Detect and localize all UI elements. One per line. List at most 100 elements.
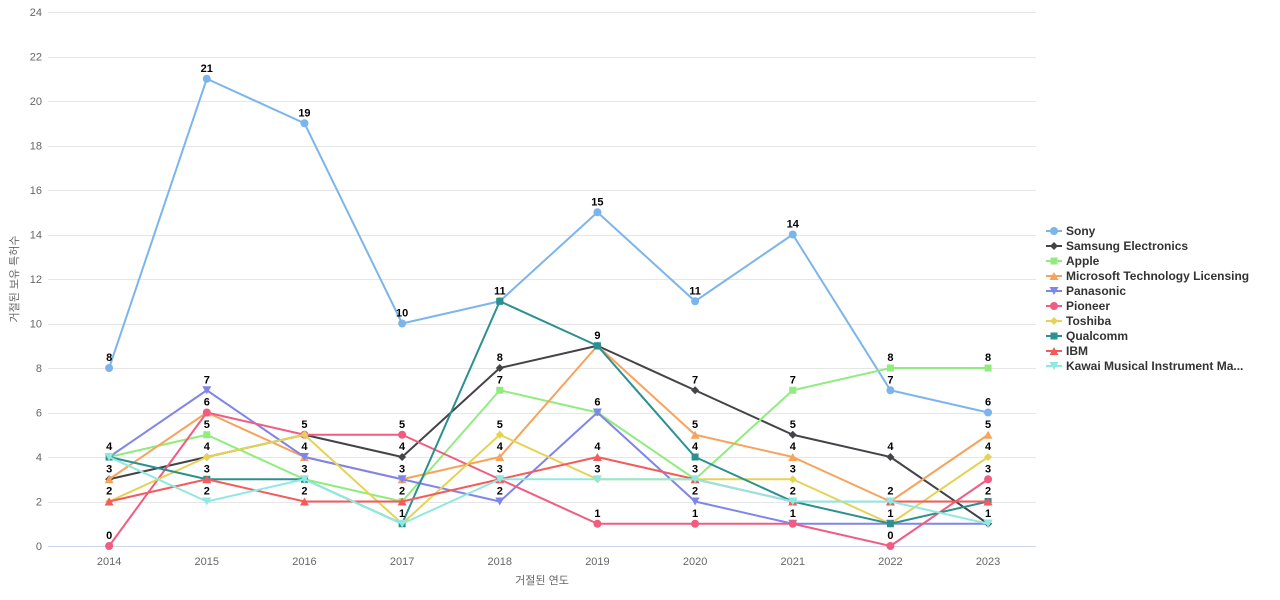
svg-text:7: 7: [692, 374, 698, 386]
svg-text:5: 5: [301, 419, 307, 431]
svg-text:2014: 2014: [97, 556, 121, 568]
svg-text:19: 19: [298, 107, 310, 119]
svg-text:Panasonic: Panasonic: [1066, 284, 1126, 298]
y-axis-title: 거절된 보유 특허수: [8, 235, 21, 322]
svg-text:10: 10: [30, 319, 42, 331]
svg-text:2: 2: [204, 486, 210, 498]
svg-text:3: 3: [790, 463, 796, 475]
svg-text:3: 3: [301, 463, 307, 475]
svg-text:2023: 2023: [976, 556, 1000, 568]
svg-text:Toshiba: Toshiba: [1066, 314, 1111, 328]
svg-text:2018: 2018: [488, 556, 512, 568]
series-markers-sony: [105, 74, 993, 417]
svg-text:Apple: Apple: [1066, 254, 1100, 268]
svg-text:0: 0: [887, 530, 893, 542]
svg-text:5: 5: [692, 419, 698, 431]
legend-item-microsoft-technology-licensing[interactable]: Microsoft Technology Licensing: [1046, 269, 1249, 283]
svg-text:2: 2: [301, 486, 307, 498]
svg-text:4: 4: [887, 441, 894, 453]
svg-text:8: 8: [106, 352, 112, 364]
svg-text:9: 9: [594, 330, 600, 342]
svg-text:6: 6: [204, 397, 210, 409]
svg-text:1: 1: [887, 508, 893, 520]
svg-text:3: 3: [204, 463, 210, 475]
series-kawai-musical-instrument-ma: [104, 453, 993, 528]
svg-text:2016: 2016: [292, 556, 316, 568]
series-pioneer: [105, 408, 993, 550]
svg-text:1: 1: [985, 508, 991, 520]
svg-text:4: 4: [36, 452, 42, 464]
svg-text:8: 8: [985, 352, 991, 364]
svg-text:8: 8: [887, 352, 893, 364]
legend-item-kawai-musical-instrument-ma[interactable]: Kawai Musical Instrument Ma...: [1046, 359, 1243, 373]
svg-text:22: 22: [30, 52, 42, 64]
legend-item-pioneer[interactable]: Pioneer: [1046, 299, 1110, 313]
svg-text:2: 2: [692, 486, 698, 498]
svg-text:Microsoft Technology Licensing: Microsoft Technology Licensing: [1066, 269, 1249, 283]
x-axis-tick-labels: 2014 2015 2016 2017 2018 2019 2020 2021 2022 2023: [97, 556, 1000, 568]
svg-text:Sony: Sony: [1066, 224, 1096, 238]
series-line-sony: [108, 77, 990, 414]
svg-text:7: 7: [497, 374, 503, 386]
svg-text:2: 2: [985, 486, 991, 498]
legend-item-panasonic[interactable]: Panasonic: [1046, 284, 1126, 298]
svg-text:24: 24: [30, 7, 42, 19]
svg-text:2017: 2017: [390, 556, 414, 568]
svg-text:14: 14: [30, 230, 42, 242]
svg-text:4: 4: [106, 441, 113, 453]
svg-text:6: 6: [985, 397, 991, 409]
svg-text:1: 1: [594, 508, 600, 520]
series-line-microsoft-technology-licensing: [108, 344, 990, 503]
legend-item-qualcomm[interactable]: Qualcomm: [1046, 329, 1128, 343]
svg-text:Qualcomm: Qualcomm: [1066, 329, 1128, 343]
svg-text:5: 5: [985, 419, 991, 431]
svg-text:4: 4: [399, 441, 406, 453]
svg-text:2022: 2022: [878, 556, 902, 568]
legend-item-sony[interactable]: Sony: [1046, 224, 1096, 238]
legend-item-toshiba[interactable]: Toshiba: [1046, 314, 1111, 328]
svg-text:4: 4: [985, 441, 992, 453]
svg-text:IBM: IBM: [1066, 344, 1088, 358]
svg-text:4: 4: [204, 441, 211, 453]
series-markers-apple: [105, 364, 992, 505]
series-line-samsung-electronics: [108, 344, 990, 525]
legend-item-apple[interactable]: Apple: [1046, 254, 1100, 268]
svg-text:4: 4: [301, 441, 308, 453]
svg-text:3: 3: [692, 463, 698, 475]
legend-item-ibm[interactable]: IBM: [1046, 344, 1088, 358]
svg-text:11: 11: [689, 285, 701, 297]
svg-text:4: 4: [497, 441, 504, 453]
svg-text:2015: 2015: [195, 556, 219, 568]
series-line-pioneer: [108, 411, 990, 547]
svg-text:3: 3: [594, 463, 600, 475]
svg-text:Kawai Musical Instrument Ma...: Kawai Musical Instrument Ma...: [1066, 359, 1243, 373]
series-line-qualcomm: [108, 300, 990, 525]
series-microsoft-technology-licensing: [104, 341, 993, 506]
legend-item-samsung-electronics[interactable]: Samsung Electronics: [1046, 239, 1188, 253]
svg-text:2: 2: [497, 486, 503, 498]
svg-text:14: 14: [787, 219, 800, 231]
svg-text:5: 5: [399, 419, 405, 431]
svg-text:3: 3: [399, 463, 405, 475]
y-axis-gridlines: [48, 12, 1036, 547]
svg-text:3: 3: [985, 463, 991, 475]
svg-text:1: 1: [399, 508, 405, 520]
svg-text:7: 7: [887, 374, 893, 386]
svg-text:5: 5: [204, 419, 210, 431]
svg-text:21: 21: [201, 63, 213, 75]
svg-text:20: 20: [30, 96, 42, 108]
svg-text:7: 7: [790, 374, 796, 386]
svg-text:5: 5: [497, 419, 503, 431]
series-markers-kawai-musical-instrument-ma: [104, 453, 993, 528]
svg-text:2021: 2021: [781, 556, 805, 568]
svg-text:2: 2: [790, 486, 796, 498]
svg-text:4: 4: [692, 441, 699, 453]
series-samsung-electronics: [105, 341, 993, 528]
svg-text:2: 2: [399, 486, 405, 498]
svg-text:4: 4: [790, 441, 797, 453]
svg-text:3: 3: [497, 463, 503, 475]
